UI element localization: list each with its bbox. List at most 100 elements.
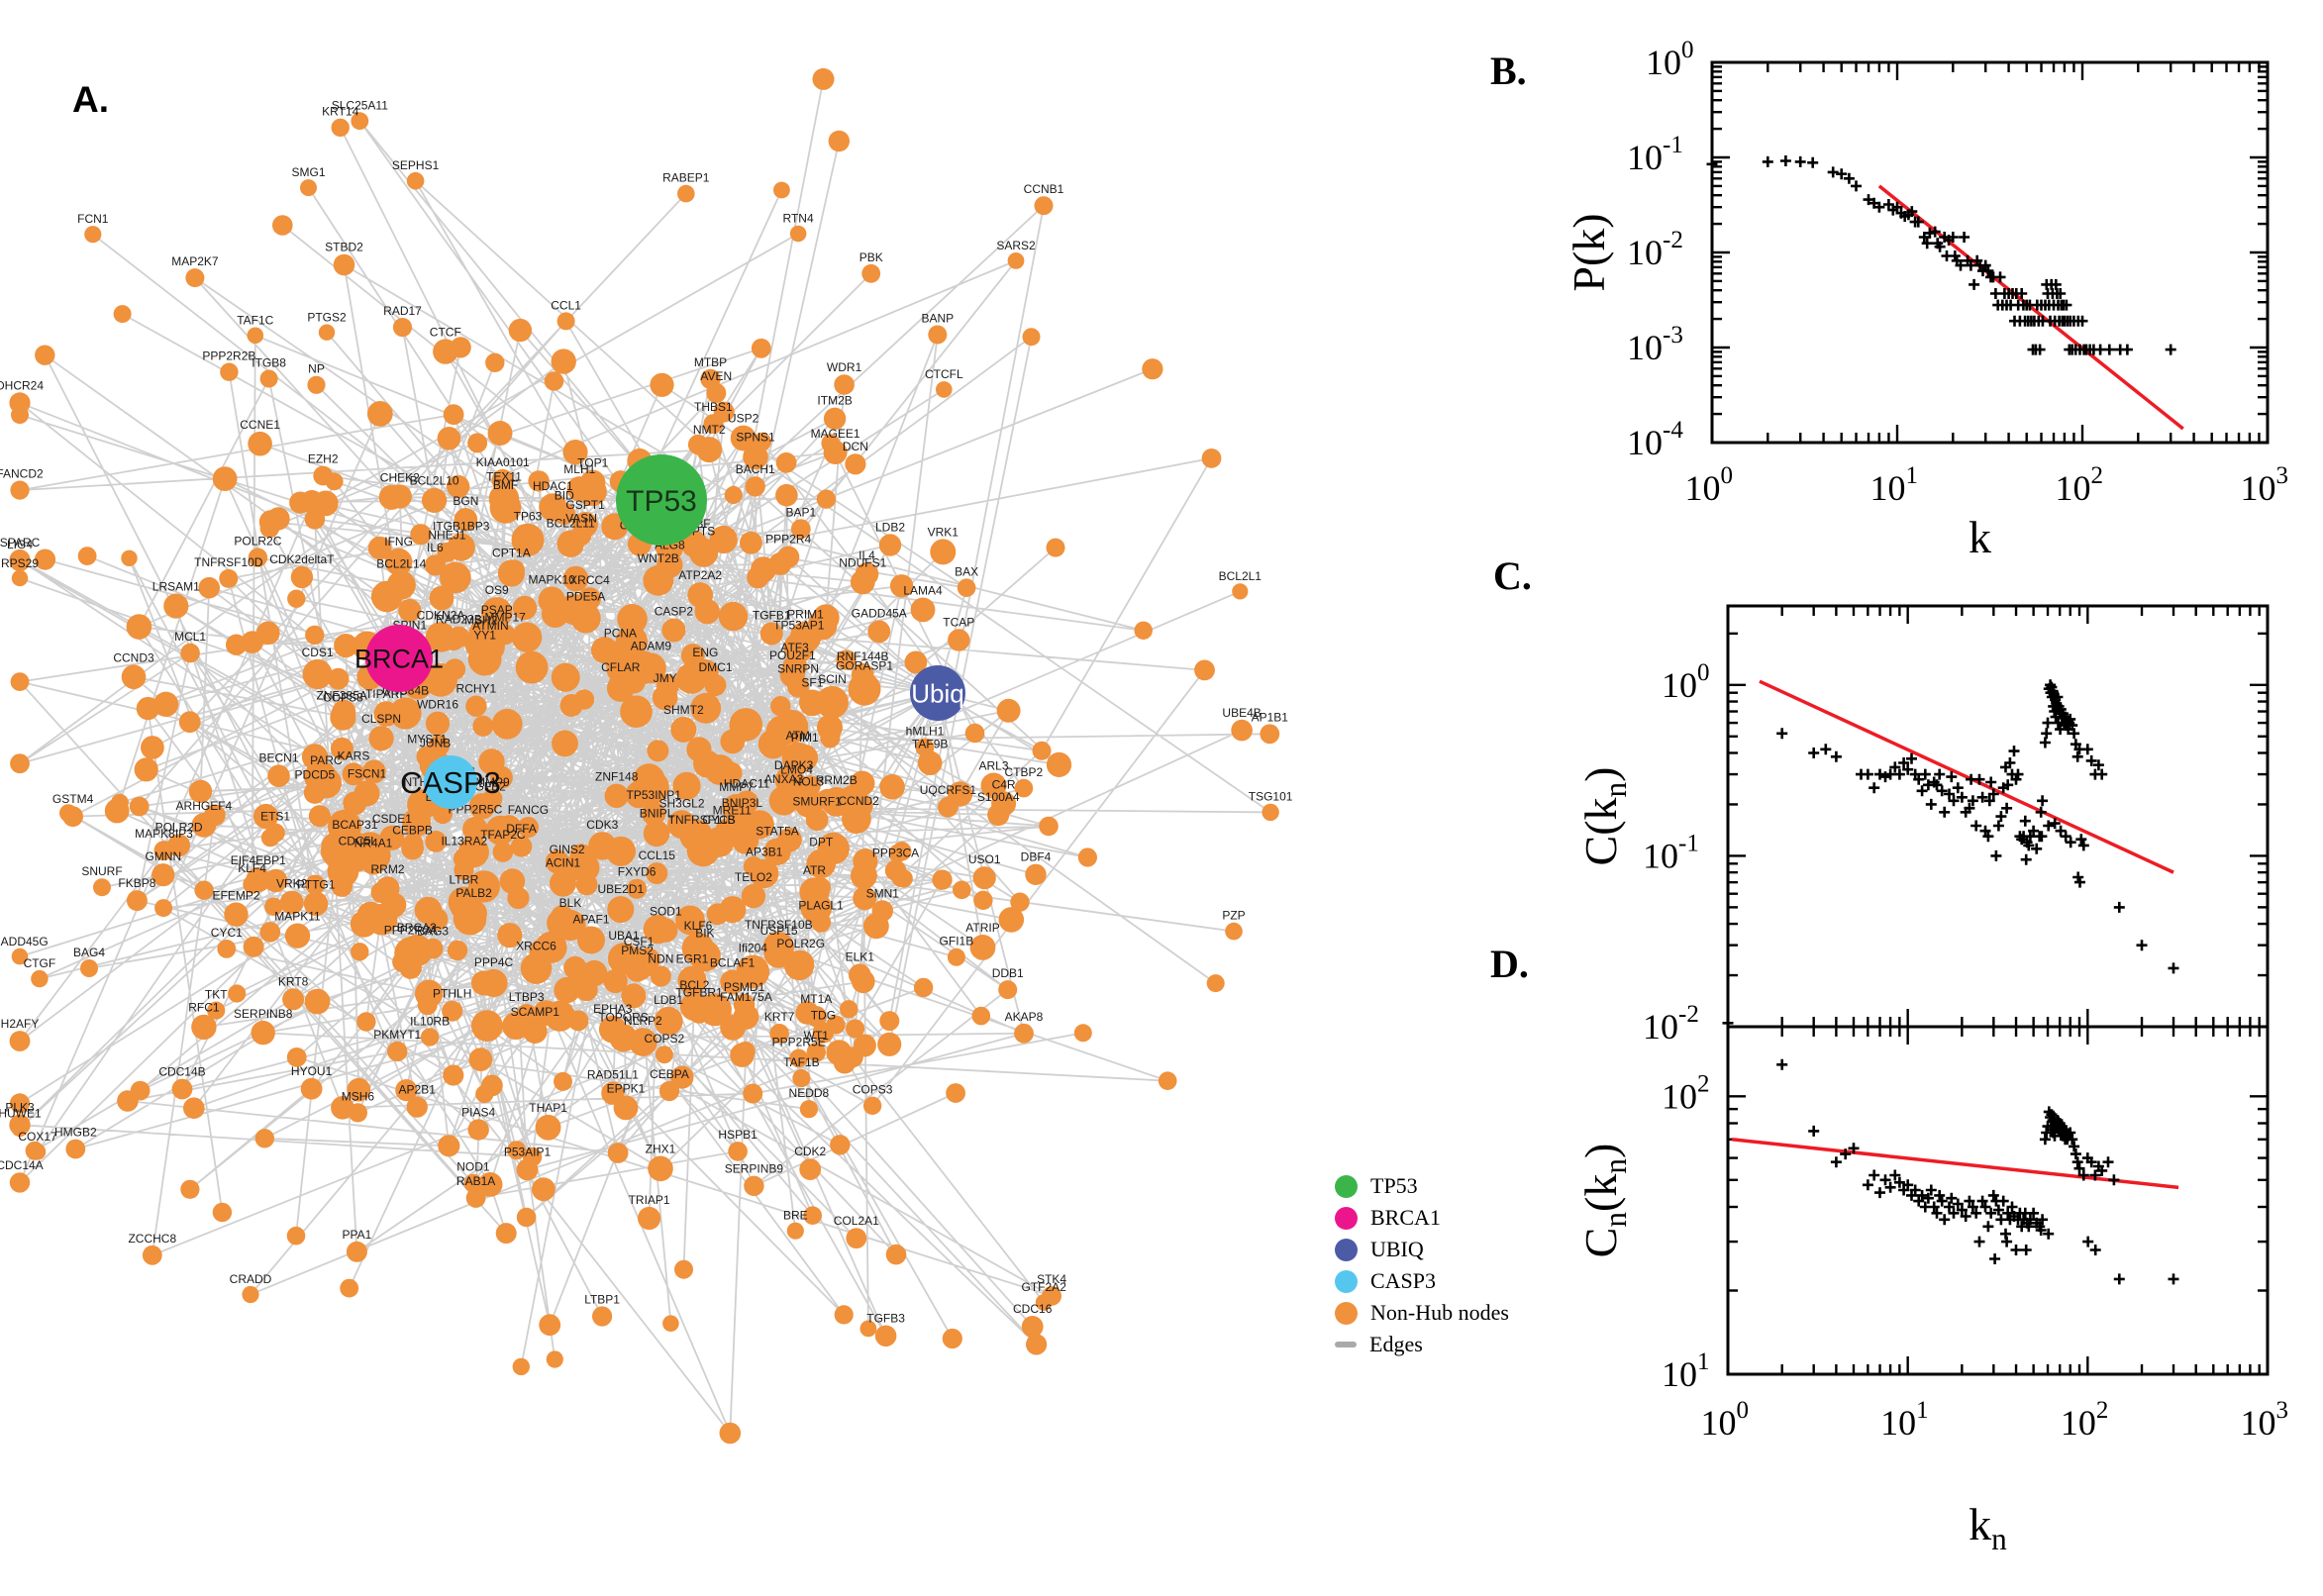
gene-label: CPT1A — [492, 546, 531, 559]
gene-label: THBS1 — [694, 400, 733, 414]
gene-label: BANP — [921, 312, 954, 326]
gene-label: CDC5L — [339, 835, 378, 848]
gene-label: LAMA4 — [903, 584, 943, 598]
gene-label: TKT — [205, 987, 228, 1001]
legend-item-tp53: TP53 — [1335, 1170, 1509, 1202]
gene-label: BAG4 — [73, 946, 105, 959]
gene-label: LIG4 — [7, 538, 33, 551]
gene-label: SCIN — [818, 672, 847, 686]
legend-label: UBIQ — [1370, 1237, 1424, 1261]
gene-label: CHEK2 — [380, 470, 420, 484]
gene-label: TGFB1 — [753, 609, 791, 623]
gene-label: XRCC4 — [569, 573, 610, 587]
gene-label: CDKN2A — [417, 608, 465, 622]
gene-label: ATMIN — [472, 619, 508, 633]
gene-label: PPA1 — [343, 1228, 372, 1242]
gene-label: BECN1 — [258, 750, 298, 764]
protein-interaction-network: BCL2 MCL1 BAX BID CFLAR APAF1 BCL2L1 BCL2L11 CAS… — [0, 67, 1293, 1445]
gene-label: AVEN — [700, 369, 732, 383]
svg-text:100: 100 — [1685, 462, 1734, 508]
gene-label: CTGF — [24, 956, 56, 970]
tick-labels: 100 10-1 10-2 — [1643, 659, 1710, 1047]
gene-label: PKMYT1 — [373, 1028, 421, 1042]
gene-label: EPPK1 — [607, 1082, 646, 1096]
gene-label: AP2B1 — [399, 1082, 437, 1096]
gene-label: BLK — [559, 896, 582, 910]
gene-label: PZP — [1222, 909, 1245, 923]
gene-label: BCL2L14 — [376, 556, 426, 570]
gene-label: CTBP2 — [1005, 765, 1044, 779]
gene-label: CCNB1 — [1024, 182, 1064, 196]
gene-label: PIM1 — [791, 731, 819, 745]
gene-label: CEBPA — [650, 1067, 689, 1081]
gene-label: AP1B1 — [1252, 710, 1289, 724]
gene-label: BACH1 — [736, 462, 775, 476]
axis-titles: C(kn​) — [1575, 767, 1633, 866]
gene-label: SPNS1 — [736, 431, 775, 445]
gene-label: USP15 — [760, 924, 798, 938]
gene-label: CTCF — [430, 325, 461, 339]
gene-label: MCL1 — [174, 630, 206, 644]
gene-label: NDN — [648, 952, 673, 966]
gene-label: DCN — [843, 440, 868, 453]
gene-label: OS9 — [485, 583, 509, 597]
gene-label: PSAP — [481, 603, 513, 617]
gene-label: PDCD5 — [295, 768, 336, 782]
gene-label: GSTM4 — [52, 792, 94, 806]
gene-label: CTCFL — [925, 367, 963, 381]
gene-label: LTBP3 — [509, 990, 545, 1004]
gene-label: CASP2 — [655, 605, 694, 619]
gene-label: NLRP2 — [624, 1014, 662, 1028]
gene-label: TDG — [811, 1008, 836, 1022]
gene-label: TAF9B — [912, 737, 948, 750]
gene-label: ARL3 — [978, 759, 1008, 773]
gene-label: RFC1 — [188, 1001, 220, 1015]
gene-label: ATF3 — [780, 641, 809, 654]
svg-text:102: 102 — [2061, 1397, 2109, 1443]
hub-label: CASP3 — [400, 765, 501, 800]
gene-label: KIAA0101 — [476, 455, 530, 469]
gene-label: CYC1 — [211, 926, 243, 940]
gene-label: TOPORS — [598, 1010, 648, 1024]
gene-label: SNURF — [81, 864, 122, 878]
gene-label: DAPK3 — [774, 758, 814, 772]
fit-line — [1759, 679, 2174, 874]
gene-label: TNFRSF10B — [745, 918, 813, 932]
svg-text:100: 100 — [1662, 659, 1710, 705]
x-axis-title: k — [1969, 512, 1991, 562]
gene-label: PLAGL1 — [798, 899, 844, 913]
gene-label: PALB2 — [455, 886, 492, 900]
gene-label: RRM2B — [816, 773, 858, 787]
gene-label: CDC14A — [0, 1158, 44, 1172]
gene-label: DBF4 — [1021, 850, 1052, 864]
gene-label: MAP2K7 — [171, 254, 219, 268]
gene-label: BAP1 — [785, 505, 816, 519]
gene-label: MSH6 — [342, 1089, 375, 1103]
gene-label: ELK1 — [846, 949, 875, 963]
svg-text:102: 102 — [2056, 462, 2104, 508]
gene-label: HMGB2 — [54, 1126, 97, 1140]
gene-label: COPS3 — [853, 1083, 893, 1097]
gene-label: ATRIP — [965, 921, 999, 935]
gene-label: ZNF148 — [595, 770, 639, 784]
gene-label: MAPK8IP3 — [135, 827, 193, 841]
gene-label: BAG3 — [417, 925, 449, 939]
gene-label: RAD23B — [436, 613, 482, 627]
plot-frame — [1726, 1025, 2270, 1376]
gene-label: RAD51L1 — [587, 1068, 639, 1082]
gene-label: BGN — [453, 494, 478, 508]
gene-label: MMP7 — [719, 780, 754, 794]
hub-casp3: CASP3 — [400, 755, 501, 809]
legend-label: Edges — [1369, 1332, 1423, 1356]
gene-label: KLF4 — [238, 861, 266, 875]
hub-label: TP53 — [626, 485, 697, 518]
gene-label: SEPHS1 — [392, 158, 440, 172]
hub-label: BRCA1 — [354, 645, 444, 674]
gene-label: WDR1 — [827, 360, 862, 374]
gene-label: BCL2L10 — [410, 474, 459, 488]
gene-label: GADD45A — [852, 607, 907, 621]
gene-label: LTBP1 — [584, 1292, 620, 1306]
panel-label-b: B. — [1490, 49, 1527, 93]
gene-label: SF1 — [801, 676, 823, 690]
